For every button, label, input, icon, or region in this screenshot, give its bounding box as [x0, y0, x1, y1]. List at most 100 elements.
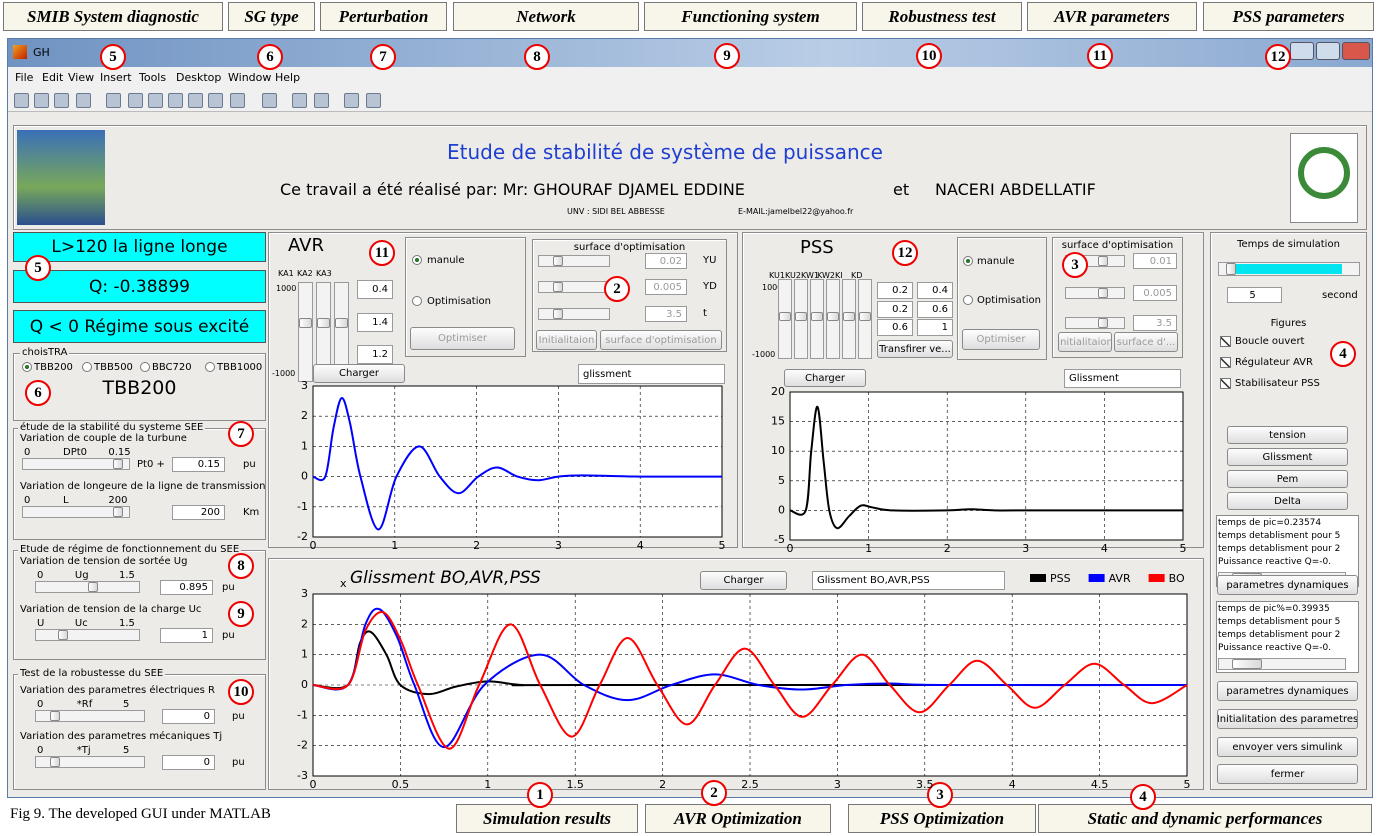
slider[interactable]	[538, 281, 610, 293]
transfer-button[interactable]: Transfirer ve...	[877, 340, 953, 358]
gain-edit[interactable]: 1.2	[357, 345, 393, 364]
button[interactable]: surface d'...	[1114, 332, 1178, 352]
checkbox-label[interactable]: Régulateur AVR	[1235, 357, 1313, 368]
slider-thumb[interactable]	[317, 318, 330, 328]
action-button[interactable]: fermer	[1217, 764, 1358, 784]
toolbar-icon[interactable]	[230, 93, 245, 108]
toolbar-icon[interactable]	[262, 93, 277, 108]
menu-item[interactable]: Help	[275, 72, 300, 84]
slider-thumb[interactable]	[553, 256, 563, 266]
slider[interactable]	[538, 308, 610, 320]
toolbar-icon[interactable]	[148, 93, 163, 108]
radio-label[interactable]: manule	[977, 256, 1014, 267]
slider-thumb[interactable]	[1098, 288, 1108, 298]
load-button[interactable]: Charger	[313, 364, 405, 383]
radio[interactable]	[412, 296, 422, 306]
plot-button[interactable]: Delta	[1227, 492, 1348, 510]
menu-item[interactable]: View	[68, 72, 94, 84]
optimize-button[interactable]: Optimiser	[410, 327, 515, 350]
surface-edit[interactable]: 3.5	[1133, 315, 1177, 331]
slider-thumb[interactable]	[795, 312, 807, 321]
checkbox-label[interactable]: Boucle ouvert	[1235, 336, 1304, 347]
toolbar-icon[interactable]	[14, 93, 29, 108]
slider-thumb[interactable]	[299, 318, 312, 328]
plot-button[interactable]: Glissment	[1227, 448, 1348, 466]
slider-thumb[interactable]	[553, 282, 563, 292]
window-button[interactable]	[1316, 42, 1340, 60]
slider-thumb[interactable]	[827, 312, 839, 321]
slider-thumb[interactable]	[779, 312, 791, 321]
edit-box[interactable]: 0.895	[160, 580, 213, 595]
surface-edit[interactable]: 0.01	[1133, 253, 1177, 269]
plot-button[interactable]: Pem	[1227, 470, 1348, 488]
slider-thumb[interactable]	[50, 757, 60, 767]
radio-label[interactable]: BBC720	[152, 362, 192, 373]
slider-thumb[interactable]	[1098, 318, 1108, 328]
radio[interactable]	[963, 256, 973, 266]
radio-label[interactable]: TBB200	[34, 362, 73, 373]
slider-thumb[interactable]	[843, 312, 855, 321]
edit-box[interactable]: 200	[172, 505, 225, 520]
surface-edit[interactable]: 0.005	[1133, 285, 1177, 301]
gain-edit[interactable]: 1.4	[357, 313, 393, 332]
checkbox-label[interactable]: Stabilisateur PSS	[1235, 378, 1320, 389]
vertical-slider[interactable]	[298, 282, 313, 382]
toolbar-icon[interactable]	[366, 93, 381, 108]
surface-edit[interactable]: 0.005	[645, 279, 687, 295]
radio[interactable]	[140, 362, 150, 372]
toolbar-icon[interactable]	[54, 93, 69, 108]
menu-item[interactable]: Edit	[42, 72, 63, 84]
plot-button[interactable]: tension	[1227, 426, 1348, 444]
slider-thumb[interactable]	[113, 459, 123, 469]
radio[interactable]	[22, 362, 32, 372]
slider-thumb[interactable]	[113, 507, 123, 517]
slider-thumb[interactable]	[811, 312, 823, 321]
menu-item[interactable]: File	[15, 72, 33, 84]
radio[interactable]	[412, 255, 422, 265]
gain-edit[interactable]: 0.4	[357, 280, 393, 299]
menu-item[interactable]: Insert	[100, 72, 132, 84]
toolbar-icon[interactable]	[76, 93, 91, 108]
plot-select[interactable]: Glissment	[1064, 369, 1181, 388]
checkbox[interactable]	[1220, 336, 1231, 347]
toolbar-icon[interactable]	[106, 93, 121, 108]
slider[interactable]	[35, 629, 140, 641]
checkbox[interactable]	[1220, 378, 1231, 389]
gain-edit[interactable]: 0.6	[917, 301, 953, 318]
surface-edit[interactable]: 3.5	[645, 306, 687, 322]
button[interactable]: surface d'optimisation	[600, 330, 722, 350]
button[interactable]: Initialitaion	[1058, 332, 1112, 352]
edit-box[interactable]: 0.15	[172, 457, 225, 472]
plot-select[interactable]: glissment	[578, 364, 725, 384]
toolbar-icon[interactable]	[188, 93, 203, 108]
plot-select[interactable]: Glissment BO,AVR,PSS	[812, 571, 1005, 590]
toolbar-icon[interactable]	[208, 93, 223, 108]
load-button[interactable]: Charger	[784, 369, 866, 387]
edit-box[interactable]: 0	[162, 755, 215, 770]
slider-thumb[interactable]	[553, 309, 563, 319]
toolbar-icon[interactable]	[314, 93, 329, 108]
toolbar-icon[interactable]	[128, 93, 143, 108]
radio-label[interactable]: Optimisation	[427, 296, 491, 307]
dynamic-button[interactable]: parametres dynamiques	[1217, 681, 1358, 701]
gain-edit[interactable]: 0.4	[917, 282, 953, 299]
menu-item[interactable]: Window	[228, 72, 271, 84]
button[interactable]: Initialitaion	[536, 330, 597, 350]
window-button[interactable]	[1342, 42, 1370, 60]
slider-trough[interactable]	[1236, 264, 1342, 274]
gain-edit[interactable]: 1	[917, 319, 953, 336]
load-button[interactable]: Charger	[700, 571, 787, 590]
toolbar-icon[interactable]	[34, 93, 49, 108]
action-button[interactable]: envoyer vers simulink	[1217, 737, 1358, 757]
gain-edit[interactable]: 0.6	[877, 319, 913, 336]
slider-thumb[interactable]	[859, 312, 871, 321]
toolbar-icon[interactable]	[292, 93, 307, 108]
slider-thumb[interactable]	[88, 582, 98, 592]
action-button[interactable]: Initialitation des parametres	[1217, 709, 1358, 729]
radio[interactable]	[82, 362, 92, 372]
toolbar-icon[interactable]	[168, 93, 183, 108]
slider[interactable]	[1065, 287, 1125, 299]
radio-label[interactable]: manule	[427, 255, 464, 266]
radio-label[interactable]: TBB1000	[217, 362, 262, 373]
surface-edit[interactable]: 0.02	[645, 253, 687, 269]
